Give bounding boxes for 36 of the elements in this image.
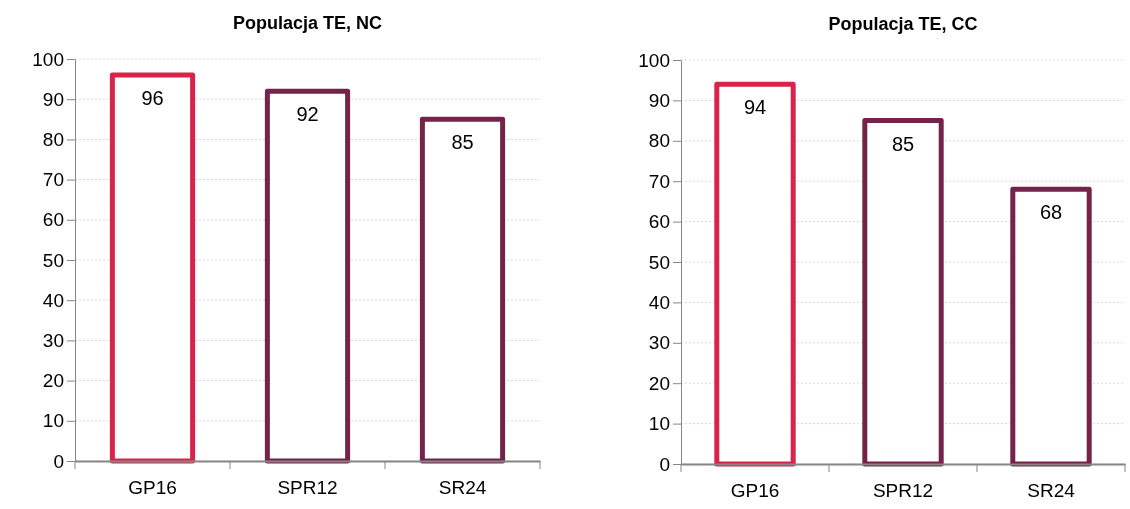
x-tick-label: SR24	[438, 477, 487, 499]
y-tick-label: 50	[648, 251, 670, 273]
data-label: 94	[743, 96, 767, 119]
chart-title: Populacja TE, CC	[828, 14, 978, 34]
y-tick-label: 70	[42, 169, 64, 191]
x-tick-label: GP16	[730, 480, 780, 502]
y-tick-label: 80	[648, 130, 670, 152]
y-tick-label: 20	[648, 372, 670, 394]
y-tick-label: 0	[53, 450, 64, 472]
y-tick-label: 90	[648, 89, 670, 111]
y-tick-label: 30	[648, 332, 670, 354]
data-label: 68	[1039, 201, 1063, 224]
data-label: 96	[141, 87, 164, 110]
data-label: 92	[296, 103, 319, 126]
x-tick-label: SPR12	[277, 477, 338, 499]
data-label: 85	[451, 131, 474, 154]
y-tick-label: 40	[42, 289, 64, 311]
x-tick-label: GP16	[128, 477, 177, 499]
y-tick-label: 30	[42, 329, 64, 351]
x-tick-label: SR24	[1027, 480, 1076, 502]
y-tick-label: 80	[42, 128, 64, 150]
y-tick-label: 10	[648, 413, 670, 435]
y-tick-label: 50	[42, 249, 64, 271]
y-tick-label: 60	[42, 209, 64, 231]
y-tick-label: 40	[648, 291, 670, 313]
y-tick-label: 60	[648, 211, 670, 233]
y-tick-label: 70	[648, 170, 670, 192]
y-tick-label: 0	[659, 453, 670, 475]
data-label: 85	[891, 132, 915, 155]
y-tick-label: 90	[42, 88, 64, 110]
y-tick-label: 100	[638, 49, 670, 71]
y-tick-label: 100	[32, 48, 64, 70]
x-tick-label: SPR12	[872, 480, 934, 502]
y-tick-label: 10	[42, 410, 64, 432]
y-tick-label: 20	[42, 370, 64, 392]
chart-title: Populacja TE, NC	[232, 13, 383, 33]
